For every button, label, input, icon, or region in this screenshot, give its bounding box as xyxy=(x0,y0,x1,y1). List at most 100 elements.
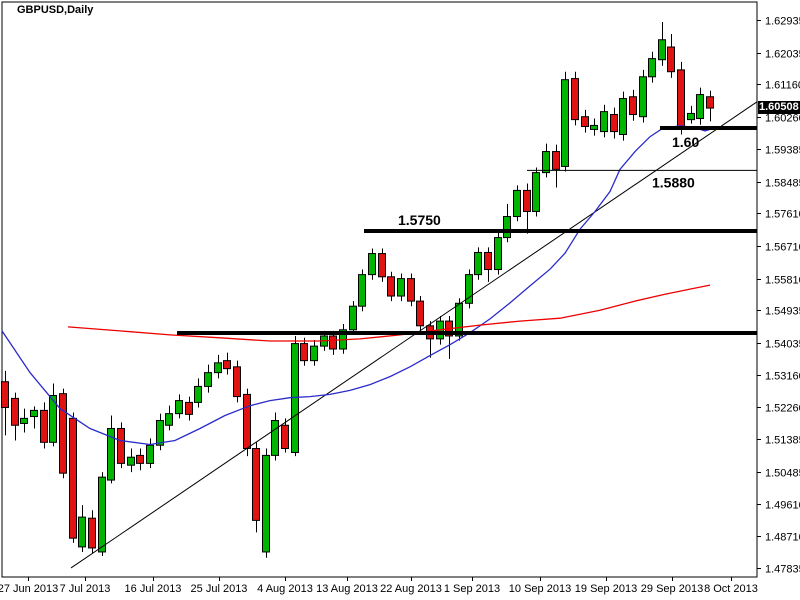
candle[interactable] xyxy=(204,364,212,393)
candle-body xyxy=(165,413,173,426)
candle[interactable] xyxy=(619,91,627,141)
candle[interactable] xyxy=(271,412,279,461)
candle[interactable] xyxy=(11,392,19,441)
candle[interactable] xyxy=(658,21,666,66)
candle[interactable] xyxy=(696,87,704,125)
date-tick-label: 10 Sep 2013 xyxy=(509,583,571,595)
candle-body xyxy=(581,116,589,128)
candle-body xyxy=(107,428,115,481)
candle-body xyxy=(194,385,202,403)
candle-body xyxy=(49,394,57,443)
ma-red-line[interactable] xyxy=(67,284,711,342)
symbol-timeframe-label: GBPUSD,Daily xyxy=(17,4,94,16)
candle[interactable] xyxy=(416,296,424,331)
candle[interactable] xyxy=(677,61,685,135)
candle-body xyxy=(98,476,106,553)
candle-body xyxy=(1,381,9,408)
candle[interactable] xyxy=(291,335,299,457)
price-tick-label: 1.62035 xyxy=(765,49,800,61)
candle-body xyxy=(185,401,193,415)
candle[interactable] xyxy=(542,143,550,178)
candle[interactable] xyxy=(165,405,173,431)
candle[interactable] xyxy=(49,383,57,447)
candle[interactable] xyxy=(358,269,366,312)
candle[interactable] xyxy=(194,378,202,408)
candle[interactable] xyxy=(98,472,106,556)
levels-layer: 1.5750 1.5880 1.60 xyxy=(177,125,757,336)
candle[interactable] xyxy=(687,105,695,124)
candle[interactable] xyxy=(600,104,608,138)
date-tick-label: 22 Aug 2013 xyxy=(380,583,442,595)
candle[interactable] xyxy=(503,203,511,243)
date-tick-label: 27 Jun 2013 xyxy=(0,583,58,595)
candle[interactable] xyxy=(262,448,270,558)
ma-blue-line[interactable] xyxy=(1,125,713,446)
date-tick-label: 4 Aug 2013 xyxy=(257,583,313,595)
candle[interactable] xyxy=(349,301,357,335)
candle[interactable] xyxy=(59,388,67,479)
candle[interactable] xyxy=(474,247,482,280)
candle[interactable] xyxy=(368,248,376,280)
price-tick-label: 1.58485 xyxy=(765,178,800,190)
candle[interactable] xyxy=(1,370,9,436)
candle[interactable] xyxy=(30,406,38,429)
candle[interactable] xyxy=(532,167,540,217)
candle[interactable] xyxy=(494,232,502,275)
price-tick-label: 1.51385 xyxy=(765,435,800,447)
candle-body xyxy=(494,237,502,271)
candle[interactable] xyxy=(561,71,569,172)
candle[interactable] xyxy=(127,448,135,473)
candle-body xyxy=(233,366,241,398)
candle[interactable] xyxy=(484,247,492,282)
candle[interactable] xyxy=(88,510,96,554)
candle[interactable] xyxy=(243,388,251,457)
candle[interactable] xyxy=(667,33,675,78)
candle[interactable] xyxy=(233,360,241,403)
candle[interactable] xyxy=(407,273,415,307)
candle[interactable] xyxy=(20,408,28,433)
candle[interactable] xyxy=(648,51,656,83)
candle[interactable] xyxy=(639,69,647,123)
candle[interactable] xyxy=(387,271,395,302)
candle-body xyxy=(407,278,415,302)
candle[interactable] xyxy=(310,339,318,366)
candle[interactable] xyxy=(78,505,86,552)
candle[interactable] xyxy=(185,396,193,421)
candle[interactable] xyxy=(465,269,473,309)
level-label: 1.5880 xyxy=(652,174,695,190)
candle[interactable] xyxy=(581,109,589,133)
candle[interactable] xyxy=(136,448,144,471)
candle[interactable] xyxy=(378,248,386,282)
candle[interactable] xyxy=(590,118,598,136)
candle[interactable] xyxy=(610,107,618,139)
candle[interactable] xyxy=(706,90,714,122)
candle[interactable] xyxy=(252,442,260,533)
candle[interactable] xyxy=(552,144,560,188)
candle-body xyxy=(629,96,637,116)
candle[interactable] xyxy=(629,89,637,121)
candle-body xyxy=(542,151,550,174)
candle[interactable] xyxy=(107,415,115,484)
candle[interactable] xyxy=(117,422,125,469)
candle[interactable] xyxy=(175,394,183,419)
candle[interactable] xyxy=(571,71,579,126)
candle[interactable] xyxy=(523,183,531,234)
candle[interactable] xyxy=(513,185,521,222)
candle-body xyxy=(300,343,308,362)
candle[interactable] xyxy=(214,354,222,379)
candle[interactable] xyxy=(69,412,77,543)
candle[interactable] xyxy=(223,352,231,375)
candle-body xyxy=(706,96,714,109)
date-tick-label: 7 Jul 2013 xyxy=(60,583,111,595)
candle-body xyxy=(523,189,531,212)
candle[interactable] xyxy=(300,337,308,366)
candle[interactable] xyxy=(397,273,405,302)
level-label: 1.5750 xyxy=(398,212,441,228)
candle[interactable] xyxy=(156,413,164,451)
level-label: 1.60 xyxy=(672,134,699,150)
candle[interactable] xyxy=(281,418,289,453)
candle[interactable] xyxy=(146,438,154,469)
candle[interactable] xyxy=(40,402,48,449)
candle-body xyxy=(455,302,463,337)
